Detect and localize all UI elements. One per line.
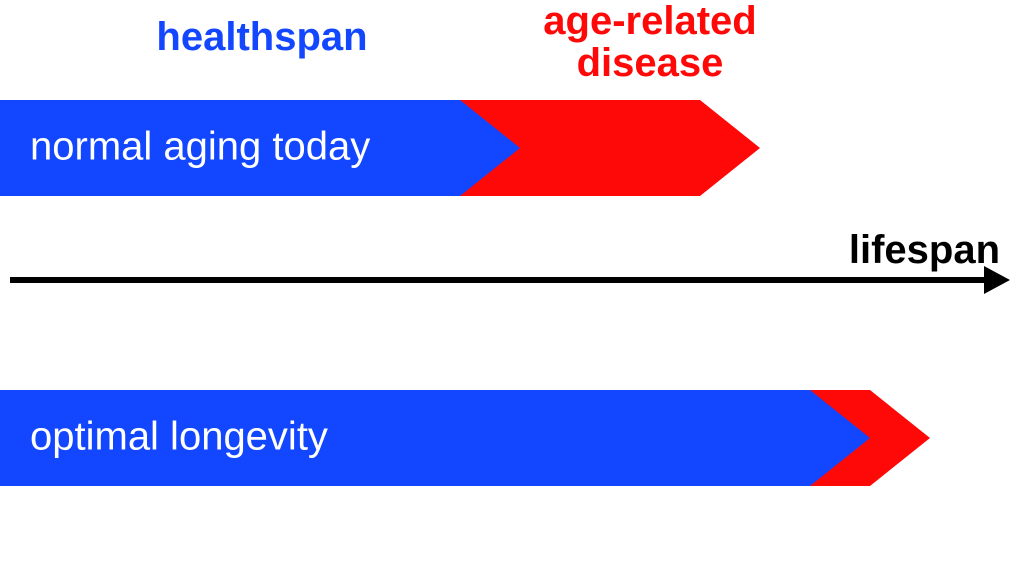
bar-optimal-longevity: optimal longevity: [0, 390, 930, 486]
label-healthspan: healthspan: [0, 16, 524, 58]
lifespan-axis-label: lifespan: [849, 228, 1000, 273]
bar-normal-aging: normal aging today: [0, 100, 760, 196]
label-age-related-disease: age-related disease: [450, 0, 850, 84]
bar-optimal-label: optimal longevity: [30, 415, 328, 460]
bar-normal-label: normal aging today: [30, 125, 370, 170]
diagram-stage: healthspan age-related disease normal ag…: [0, 0, 1024, 576]
